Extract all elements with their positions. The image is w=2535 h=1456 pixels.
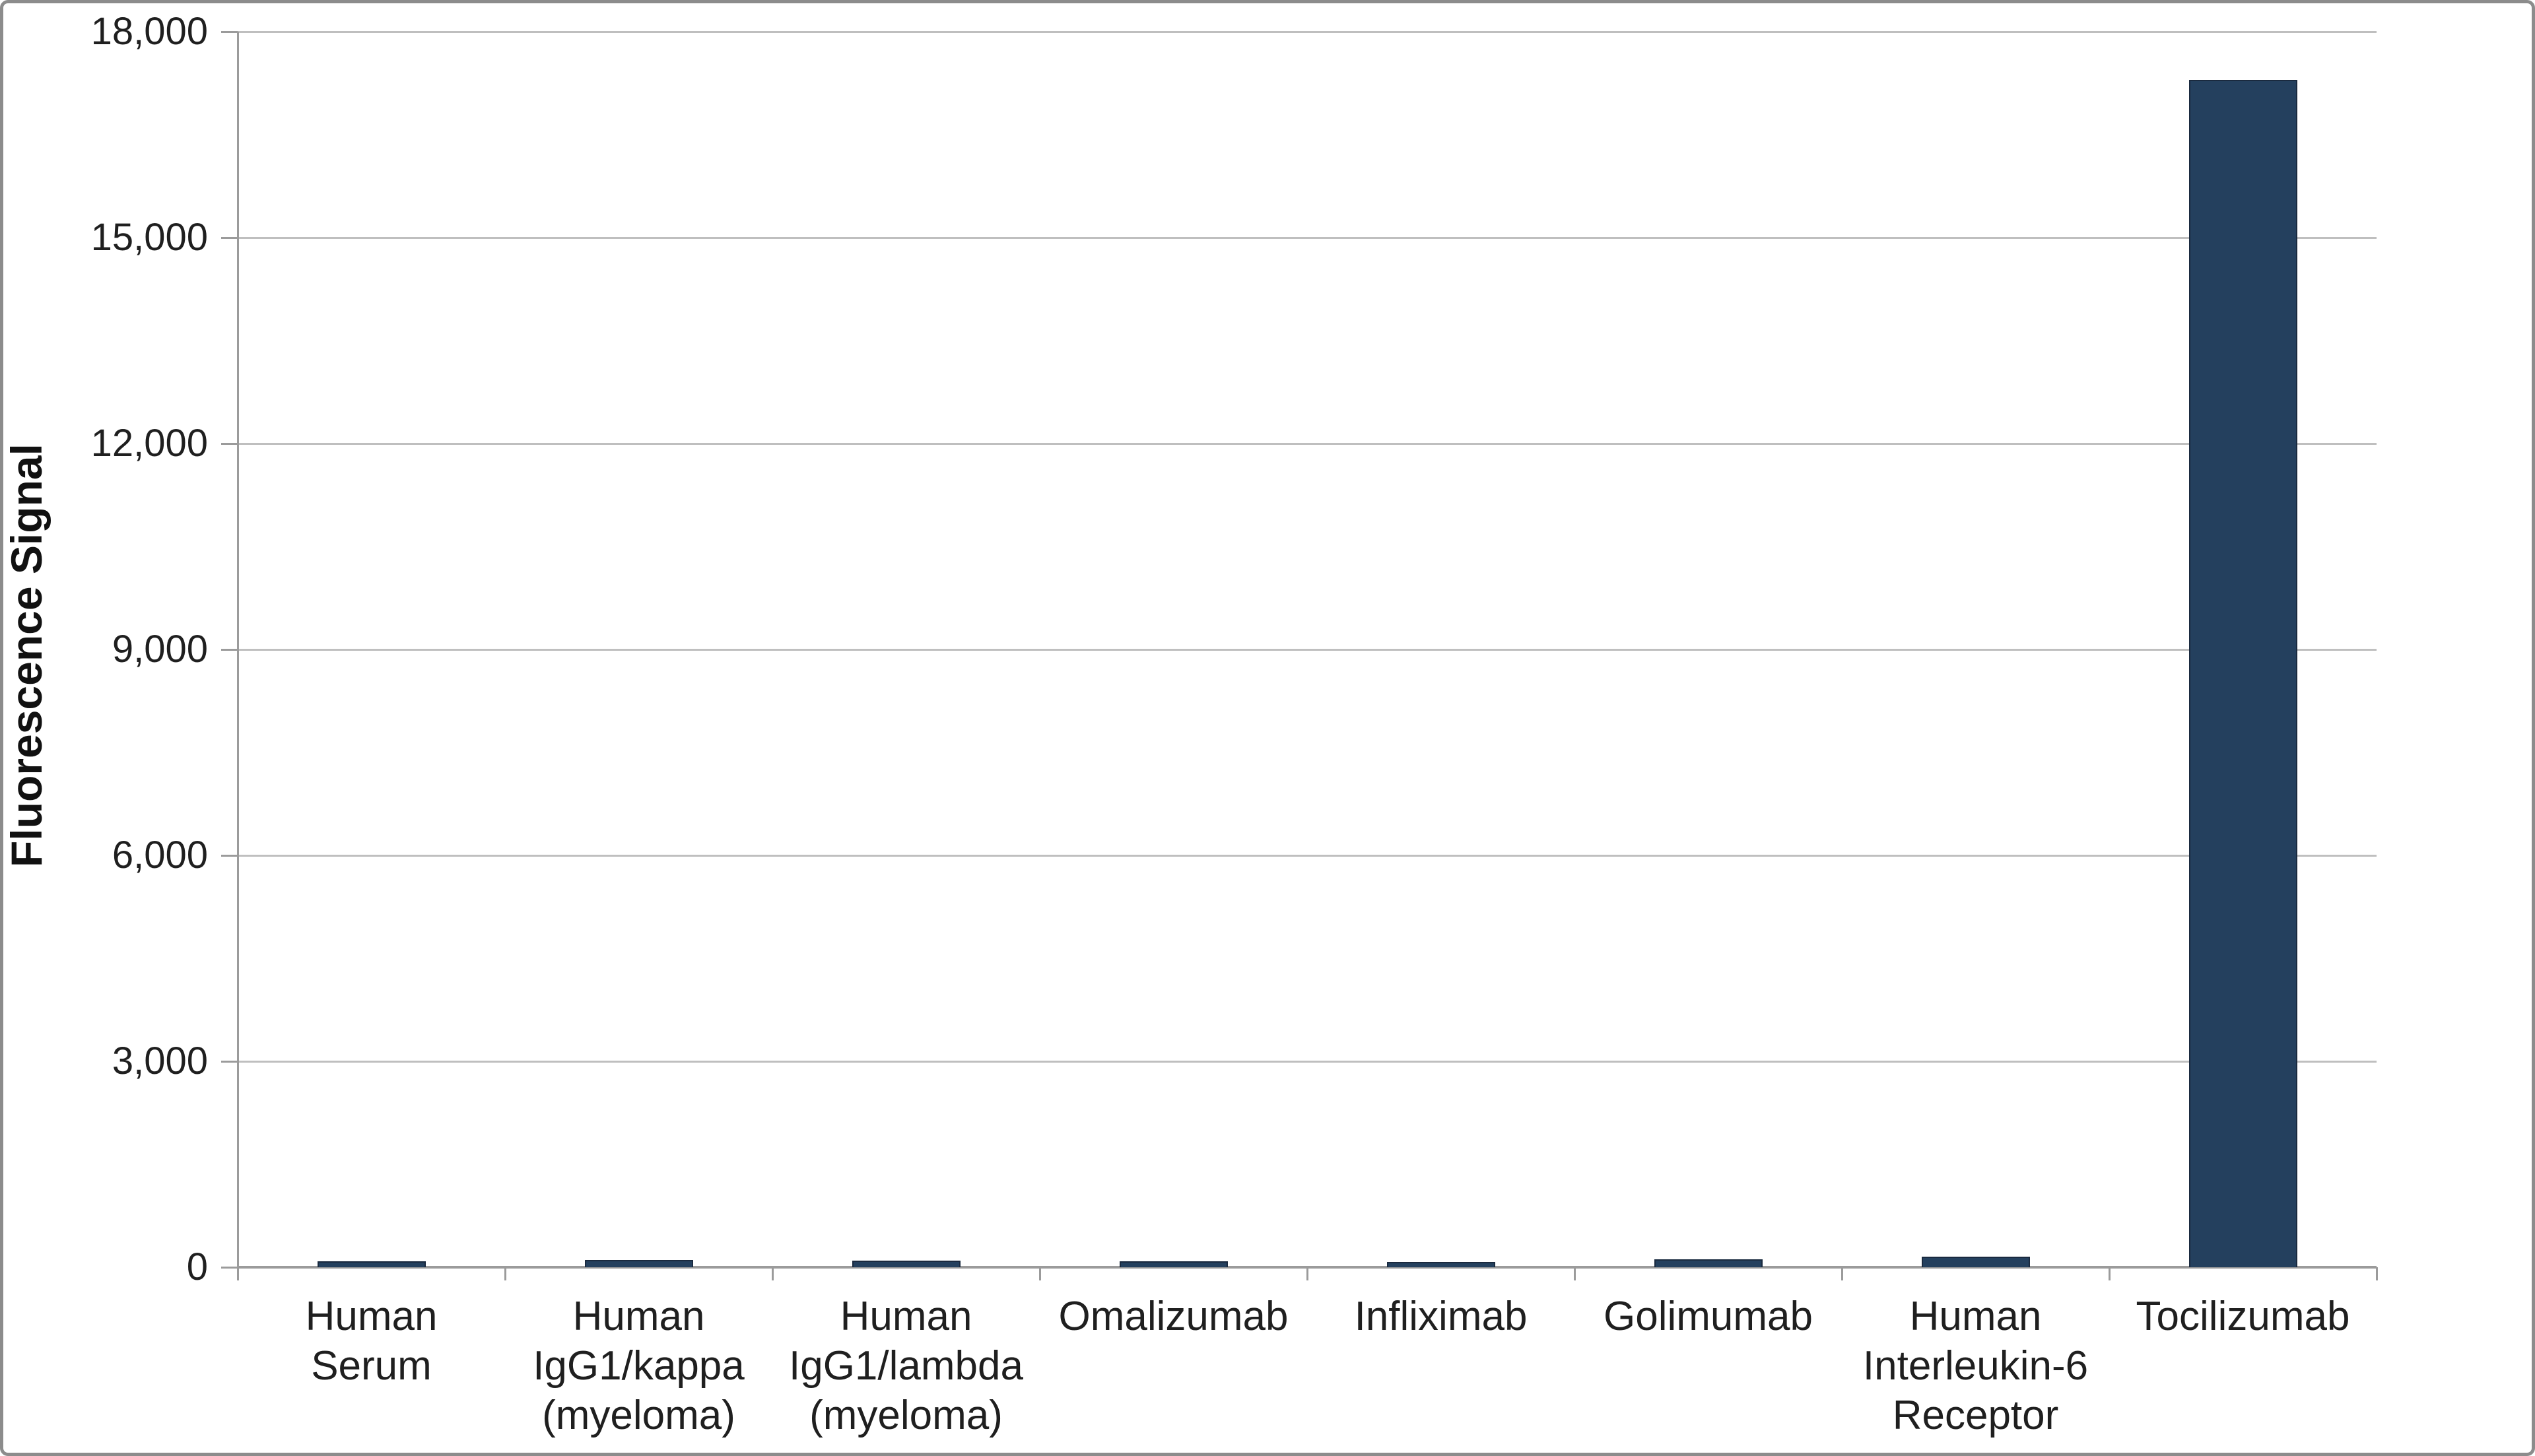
- bar-human-interleukin-6-receptor: [1921, 1257, 2030, 1267]
- bar-omalizumab: [1119, 1261, 1228, 1267]
- bar-human-serum: [317, 1261, 426, 1267]
- y-tick-label: 18,000: [90, 10, 208, 53]
- x-axis-label-line: Receptor: [1892, 1393, 2059, 1438]
- x-axis-label: Human IgG1/lambda (myeloma): [755, 1292, 1058, 1440]
- y-axis-tick: [221, 648, 238, 651]
- x-axis-tick: [1038, 1267, 1041, 1280]
- x-axis-label-line: IgG1/lambda: [789, 1343, 1023, 1389]
- bar-golimumab: [1654, 1259, 1763, 1267]
- x-axis-label: Human Serum: [220, 1292, 524, 1391]
- x-axis-label: Human IgG1/kappa (myeloma): [487, 1292, 791, 1440]
- y-tick-label: 9,000: [112, 628, 208, 671]
- x-axis-label-line: Human: [305, 1294, 438, 1339]
- x-axis-tick: [504, 1267, 506, 1280]
- x-axis-label-line: Omalizumab: [1058, 1294, 1289, 1339]
- x-axis-tick: [2108, 1267, 2111, 1280]
- x-axis-label-line: Infliximab: [1354, 1294, 1528, 1339]
- x-axis-label-line: Golimumab: [1604, 1294, 1813, 1339]
- x-axis-tick: [1841, 1267, 1843, 1280]
- y-tick-label: 15,000: [90, 216, 208, 259]
- gridline: [238, 236, 2377, 239]
- y-axis-tick: [221, 1060, 238, 1063]
- bar-infliximab: [1386, 1261, 1495, 1267]
- x-axis-label-line: Human: [572, 1294, 705, 1339]
- x-axis-label-line: (myeloma): [809, 1393, 1003, 1438]
- gridline: [238, 854, 2377, 857]
- y-tick-label: 12,000: [90, 422, 208, 465]
- y-axis-tick: [221, 30, 238, 33]
- y-axis-tick: [221, 442, 238, 445]
- gridline: [238, 648, 2377, 651]
- x-axis-tick: [236, 1267, 239, 1280]
- y-axis-tick: [221, 854, 238, 857]
- gridline: [238, 30, 2377, 33]
- gridline: [238, 1060, 2377, 1063]
- x-axis-label: Tocilizumab: [2091, 1292, 2395, 1341]
- bar-human-igg1-lambda-myeloma-: [852, 1261, 961, 1267]
- x-axis-label-line: Interleukin-6: [1862, 1343, 2089, 1389]
- y-axis-line: [236, 32, 239, 1280]
- y-tick-label: 3,000: [112, 1040, 208, 1082]
- y-tick-label: 0: [186, 1245, 208, 1288]
- x-axis-tick: [2375, 1267, 2378, 1280]
- x-axis-label-line: Serum: [311, 1343, 432, 1389]
- bar-human-igg1-kappa-myeloma-: [584, 1259, 693, 1267]
- x-axis-tick: [1306, 1267, 1308, 1280]
- x-axis-label-line: (myeloma): [542, 1393, 735, 1438]
- x-axis-label-line: Tocilizumab: [2136, 1294, 2350, 1339]
- gridline: [238, 442, 2377, 445]
- x-axis-label-line: Human: [1909, 1294, 2042, 1339]
- x-axis-label: Infliximab: [1289, 1292, 1593, 1341]
- x-axis-label: Omalizumab: [1022, 1292, 1326, 1341]
- bar-tocilizumab: [2188, 79, 2297, 1267]
- x-axis-label-line: Human: [840, 1294, 972, 1339]
- y-tick-label: 6,000: [112, 834, 208, 877]
- x-axis-label: Golimumab: [1557, 1292, 1860, 1341]
- x-axis-tick: [1573, 1267, 1576, 1280]
- x-axis-label: Human Interleukin-6 Receptor: [1824, 1292, 2128, 1440]
- x-axis-tick: [771, 1267, 774, 1280]
- x-axis-label-line: IgG1/kappa: [533, 1343, 745, 1389]
- y-axis-tick: [221, 236, 238, 239]
- y-axis-tick: [221, 1266, 238, 1269]
